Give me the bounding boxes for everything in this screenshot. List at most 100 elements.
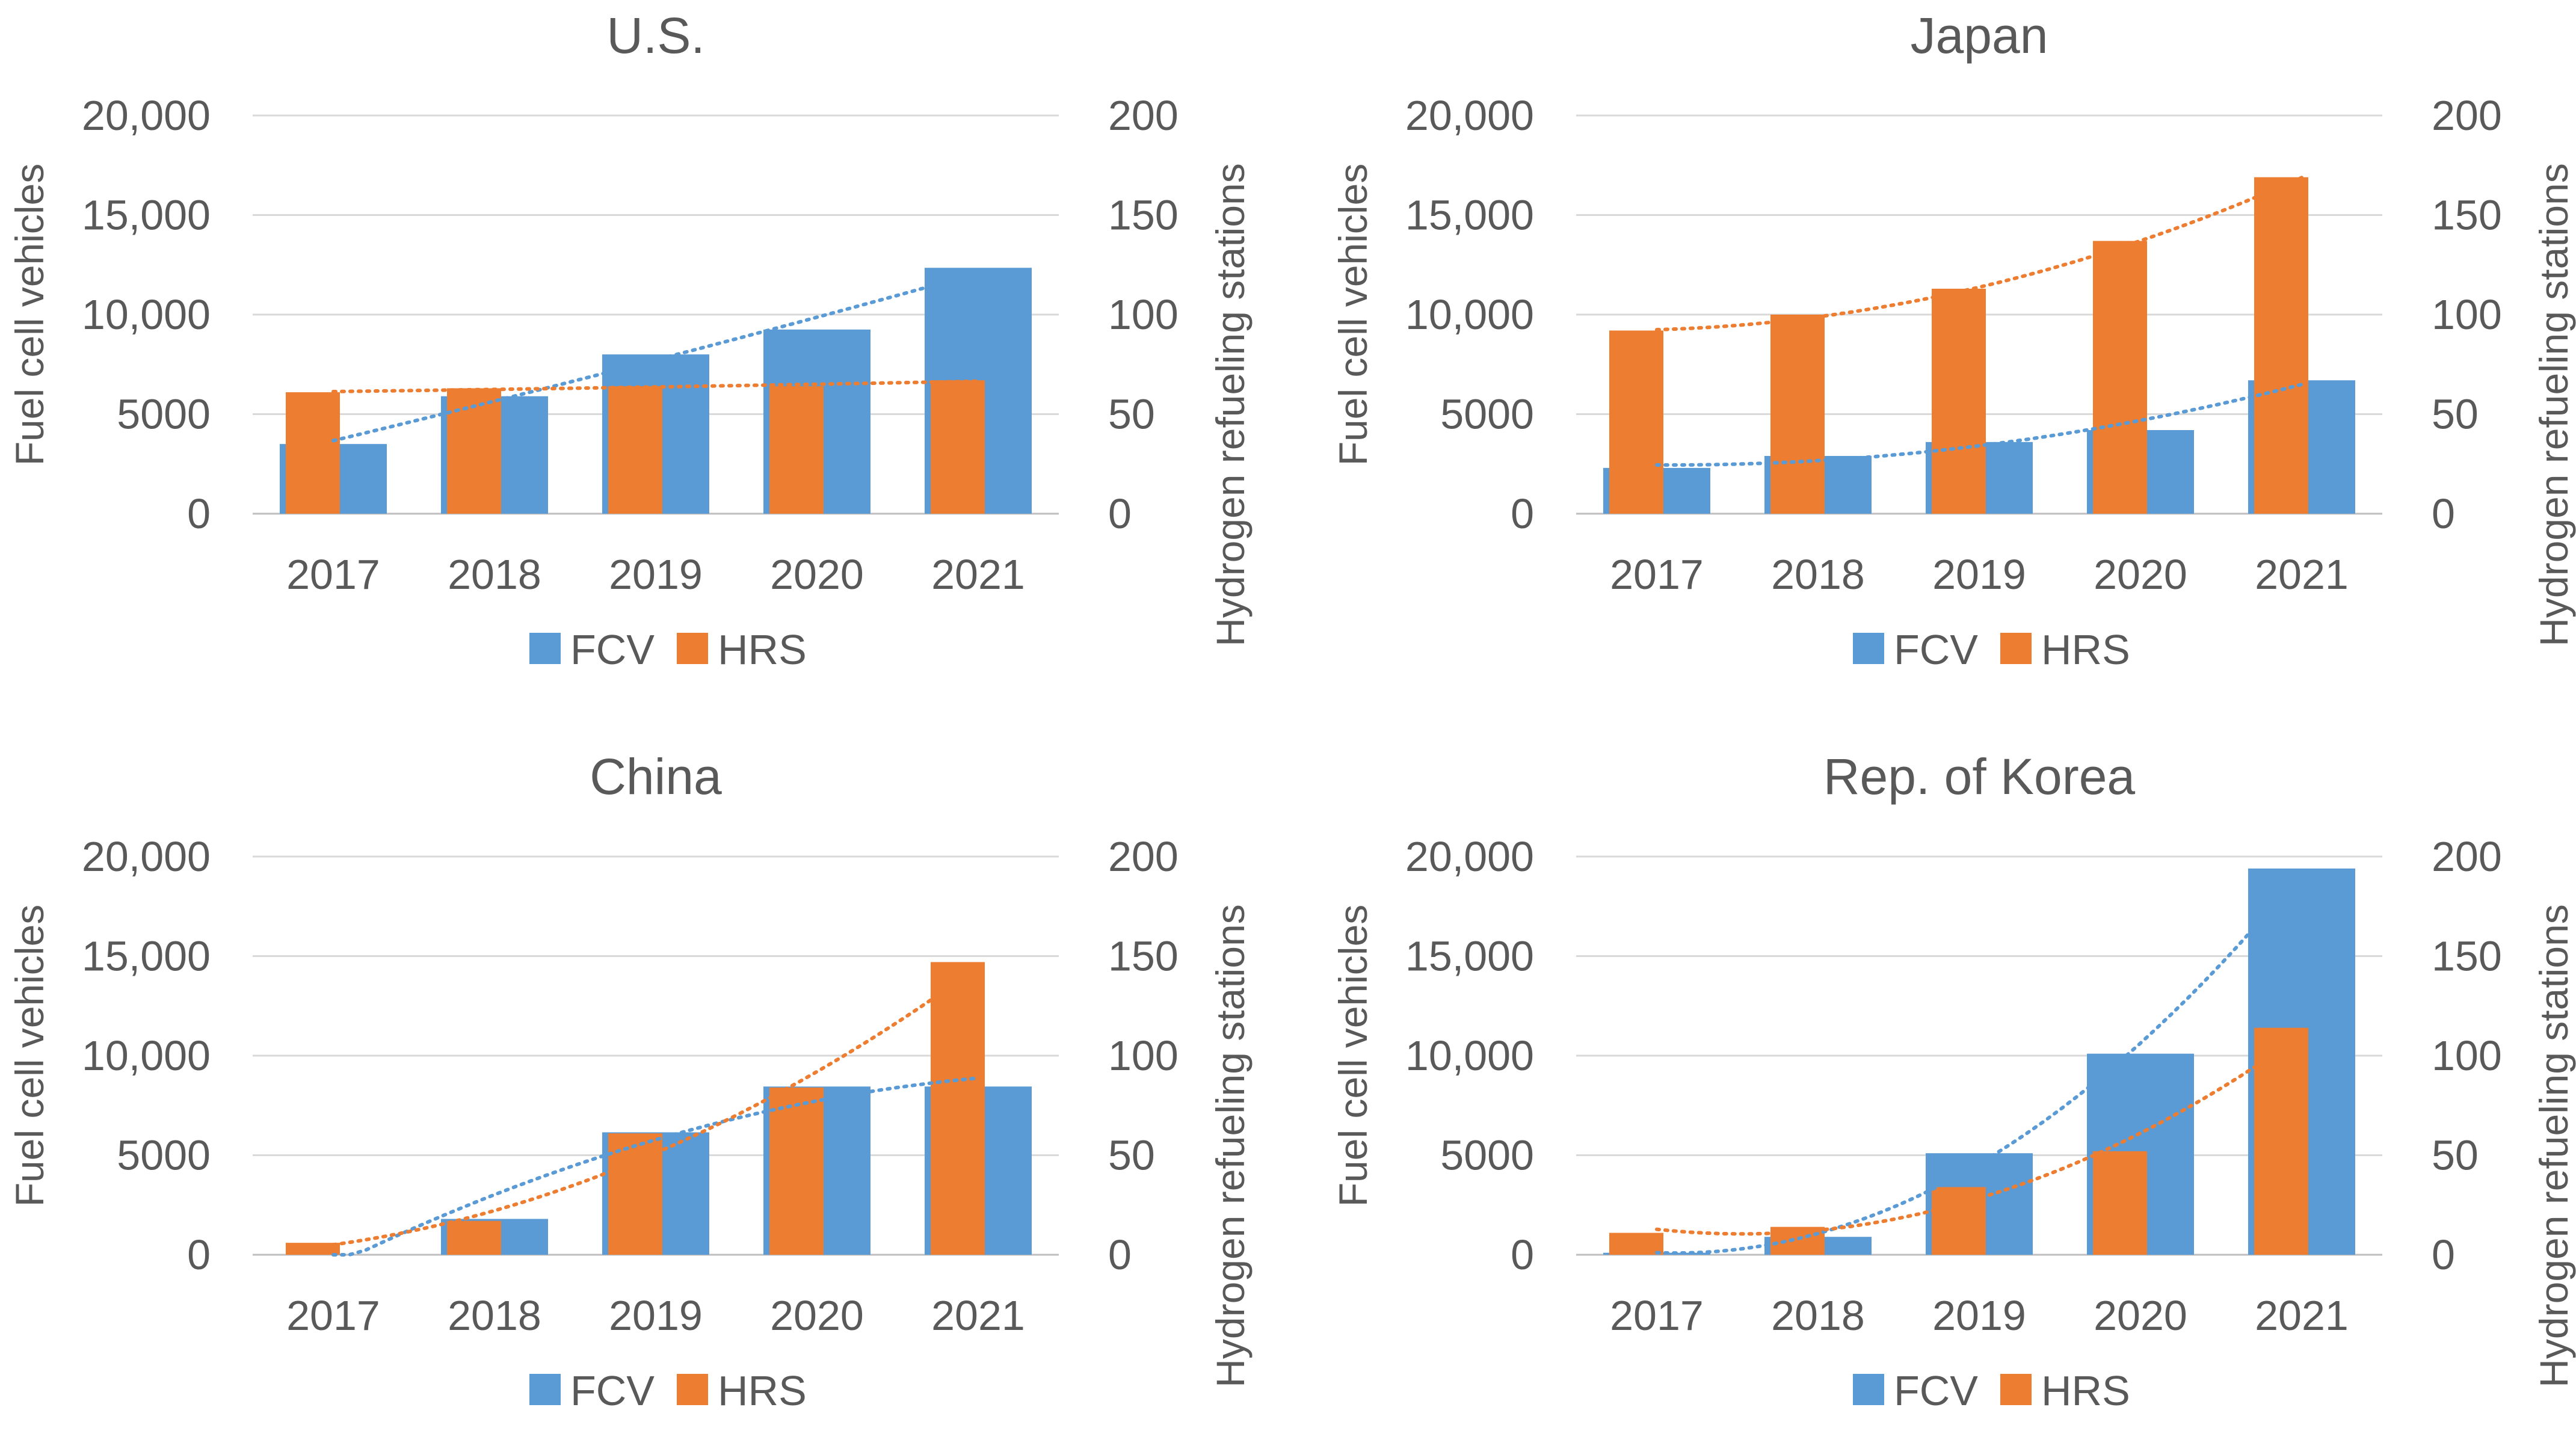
y-tick-label: 10,000 xyxy=(82,291,211,338)
y-tick-label: 5000 xyxy=(117,391,211,438)
chart-panel: China 0 5000 10,000 15,000 20,000 0 50 100 150 200… xyxy=(7,748,1253,1414)
y2-tick-label: 0 xyxy=(2432,1231,2455,1278)
x-tick-label: 2018 xyxy=(1771,1292,1865,1339)
bar-hrs xyxy=(2093,241,2147,514)
legend-swatch-fcv xyxy=(529,1374,561,1405)
y-tick-label: 5000 xyxy=(117,1132,211,1179)
chart-title: U.S. xyxy=(606,7,704,64)
legend-label-fcv: FCV xyxy=(570,1367,655,1414)
legend-swatch-hrs xyxy=(2000,1374,2032,1405)
y2-axis-title: Hydrogen refueling stations xyxy=(2531,904,2576,1387)
bar-hrs xyxy=(2254,177,2308,514)
y2-tick-label: 100 xyxy=(1108,291,1179,338)
x-tick-label: 2019 xyxy=(1932,1292,2026,1339)
y2-tick-label: 100 xyxy=(1108,1032,1179,1079)
x-tick-label: 2017 xyxy=(1610,551,1704,598)
y-tick-label: 15,000 xyxy=(1405,192,1534,239)
trendline-hrs xyxy=(331,379,980,393)
y2-tick-label: 100 xyxy=(2432,1032,2502,1079)
chart-panel: Rep. of Korea 0 5000 10,000 15,000 20,000 0 50 1… xyxy=(1331,748,2576,1414)
legend-label-hrs: HRS xyxy=(2041,1367,2130,1414)
legend-label-hrs: HRS xyxy=(2041,626,2130,673)
trendline-hrs xyxy=(1655,176,2303,332)
x-tick-label: 2017 xyxy=(1610,1292,1704,1339)
x-tick-label: 2021 xyxy=(931,551,1025,598)
trendline-fcv xyxy=(1655,383,2303,467)
y2-tick-label: 0 xyxy=(2432,490,2455,537)
y-tick-label: 15,000 xyxy=(82,192,211,239)
x-tick-label: 2021 xyxy=(931,1292,1025,1339)
y2-tick-label: 200 xyxy=(1108,92,1179,139)
x-tick-label: 2020 xyxy=(770,1292,864,1339)
y-axis-title: Fuel cell vehicles xyxy=(1331,164,1375,466)
bar-hrs xyxy=(769,386,824,514)
y-tick-label: 10,000 xyxy=(1405,1032,1534,1079)
bar-hrs xyxy=(286,392,340,514)
y-tick-label: 0 xyxy=(1511,490,1534,537)
chart-panel: U.S. 0 5000 10,000 15,000 20,000 0 50 100 150 200 F… xyxy=(7,7,1253,673)
bar-hrs xyxy=(2093,1151,2147,1255)
trendline-hrs xyxy=(331,965,980,1247)
y-tick-label: 20,000 xyxy=(1405,92,1534,139)
legend-label-hrs: HRS xyxy=(718,1367,807,1414)
bar-hrs xyxy=(608,1133,662,1255)
y2-tick-label: 50 xyxy=(1108,1132,1155,1179)
y-tick-label: 20,000 xyxy=(82,92,211,139)
y-tick-label: 0 xyxy=(187,1231,211,1278)
trendline-fcv xyxy=(331,1076,980,1257)
y2-tick-label: 50 xyxy=(1108,391,1155,438)
bar-hrs xyxy=(931,962,985,1255)
y2-tick-label: 150 xyxy=(1108,192,1179,239)
bar-hrs xyxy=(1932,1187,1986,1255)
y2-tick-label: 100 xyxy=(2432,291,2502,338)
x-tick-label: 2021 xyxy=(2255,1292,2349,1339)
y2-tick-label: 150 xyxy=(1108,933,1179,980)
x-tick-label: 2018 xyxy=(448,1292,541,1339)
legend-label-fcv: FCV xyxy=(1894,1367,1978,1414)
chart-panel: Japan 0 5000 10,000 15,000 20,000 0 50 100 150 200… xyxy=(1331,7,2576,673)
y2-axis-title: Hydrogen refueling stations xyxy=(1208,163,1253,646)
y2-tick-label: 200 xyxy=(2432,833,2502,880)
y-tick-label: 5000 xyxy=(1440,1132,1534,1179)
bar-hrs xyxy=(1609,1233,1663,1255)
bar-hrs xyxy=(769,1087,824,1255)
bar-hrs xyxy=(1770,315,1825,514)
y2-tick-label: 150 xyxy=(2432,192,2502,239)
y2-tick-label: 50 xyxy=(2432,1132,2479,1179)
y-tick-label: 0 xyxy=(187,490,211,537)
bar-hrs xyxy=(447,1220,501,1255)
x-tick-label: 2020 xyxy=(2094,551,2187,598)
bar-hrs xyxy=(286,1243,340,1255)
legend-swatch-fcv xyxy=(529,633,561,664)
x-tick-label: 2020 xyxy=(2094,1292,2187,1339)
legend-swatch-fcv xyxy=(1853,1374,1884,1405)
y-tick-label: 15,000 xyxy=(82,933,211,980)
y2-tick-label: 150 xyxy=(2432,933,2502,980)
bar-hrs xyxy=(931,380,985,514)
bar-hrs xyxy=(1932,288,1986,514)
bar-hrs xyxy=(2254,1027,2308,1255)
y2-tick-label: 0 xyxy=(1108,490,1132,537)
y2-tick-label: 200 xyxy=(1108,833,1179,880)
trendline-fcv xyxy=(1655,870,2303,1255)
y2-tick-label: 200 xyxy=(2432,92,2502,139)
y-axis-title: Fuel cell vehicles xyxy=(1331,905,1375,1207)
y2-tick-label: 0 xyxy=(1108,1231,1132,1278)
y-axis-title: Fuel cell vehicles xyxy=(7,905,52,1207)
legend-label-fcv: FCV xyxy=(1894,626,1978,673)
x-tick-label: 2018 xyxy=(448,551,541,598)
y-tick-label: 10,000 xyxy=(82,1032,211,1079)
bar-hrs xyxy=(608,386,662,514)
legend-swatch-hrs xyxy=(2000,633,2032,664)
y2-axis-title: Hydrogen refueling stations xyxy=(1208,904,1253,1387)
x-tick-label: 2017 xyxy=(286,551,380,598)
legend-swatch-hrs xyxy=(677,633,708,664)
y-tick-label: 20,000 xyxy=(1405,833,1534,880)
legend-swatch-fcv xyxy=(1853,633,1884,664)
y2-axis-title: Hydrogen refueling stations xyxy=(2531,163,2576,646)
y-tick-label: 15,000 xyxy=(1405,933,1534,980)
x-tick-label: 2019 xyxy=(1932,551,2026,598)
trendline-fcv xyxy=(331,271,980,443)
x-tick-label: 2018 xyxy=(1771,551,1865,598)
